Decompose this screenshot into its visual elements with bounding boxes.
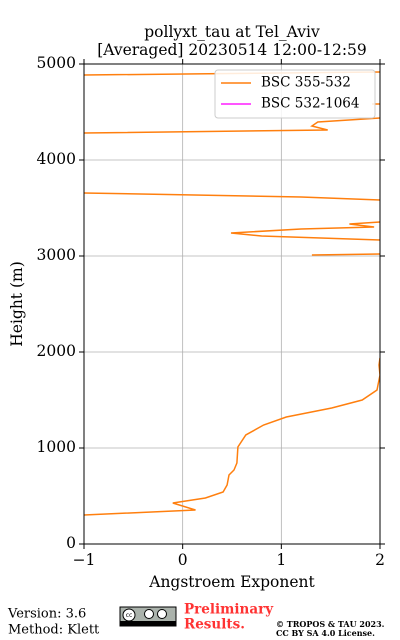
legend-label: BSC 532-1064 <box>261 96 359 112</box>
y-tick-label: 4000 <box>37 150 76 168</box>
version-text: Version: 3.6 <box>7 607 86 622</box>
legend: BSC 355-532 BSC 532-1064 <box>214 69 376 119</box>
y-axis-label: Height (m) <box>8 261 26 347</box>
cc-badge: cc <box>119 606 177 627</box>
plot-lines <box>84 71 380 516</box>
copyright-text: CC BY SA 4.0 License. <box>276 628 375 638</box>
x-tick-label: 2 <box>375 551 385 569</box>
y-tick-label: 1000 <box>37 438 76 456</box>
y-tick-label: 2000 <box>37 342 76 360</box>
chart-title: pollyxt_tau at Tel_Aviv <box>144 23 320 41</box>
x-axis-label: Angstroem Exponent <box>148 573 315 591</box>
notice-text: Preliminary <box>184 602 274 618</box>
x-tick-label: 0 <box>178 551 188 569</box>
notice-text: Results. <box>184 617 245 633</box>
plot-frame <box>83 63 381 545</box>
x-tick-label: 1 <box>276 551 286 569</box>
copyright-text: © TROPOS & TAU 2023. <box>276 619 385 629</box>
y-tick-label: 5000 <box>37 54 76 72</box>
x-tick-label: −1 <box>73 551 96 569</box>
profile-line <box>84 71 380 516</box>
chart-title: [Averaged] 20230514 12:00-12:59 <box>97 41 367 59</box>
method-text: Method: Klett <box>8 623 100 638</box>
svg-text:cc: cc <box>126 612 133 619</box>
legend-label: BSC 355-532 <box>261 75 351 91</box>
y-tick-label: 3000 <box>37 246 76 264</box>
legend-box <box>214 69 376 119</box>
y-tick-label: 0 <box>66 534 76 552</box>
